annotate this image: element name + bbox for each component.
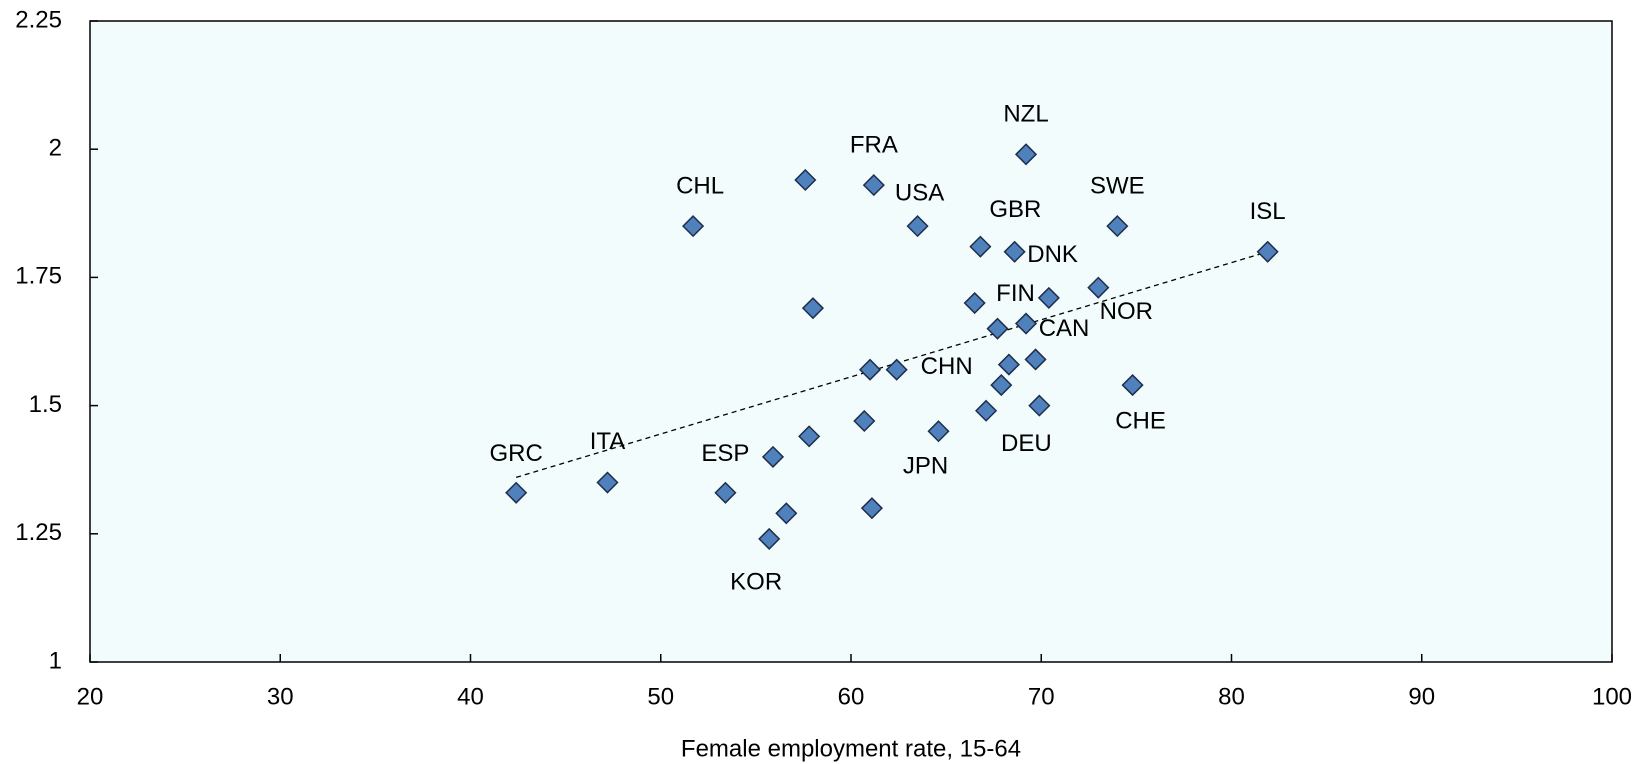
- point: [505, 481, 528, 504]
- point-label: ISL: [1250, 198, 1286, 225]
- point-label: CHE: [1115, 407, 1166, 434]
- point: [682, 215, 705, 238]
- point: [714, 481, 737, 504]
- point: [794, 168, 817, 192]
- point-label: DNK: [1027, 241, 1078, 268]
- point: [1003, 240, 1026, 263]
- x-tick-label: 30: [267, 683, 294, 710]
- point-label: USA: [895, 179, 944, 206]
- x-tick-label: 80: [1218, 683, 1245, 710]
- y-tick-label: 1.75: [15, 263, 62, 290]
- point: [975, 399, 998, 422]
- point: [853, 409, 876, 433]
- point: [1024, 348, 1047, 371]
- y-tick-label: 1.5: [29, 391, 62, 418]
- point: [1028, 394, 1051, 417]
- point-label: CHN: [921, 353, 973, 380]
- point: [997, 353, 1020, 376]
- x-tick-label: 40: [457, 683, 484, 710]
- point: [986, 317, 1009, 340]
- point: [862, 174, 885, 197]
- point: [596, 471, 619, 494]
- point-label: GBR: [989, 196, 1041, 223]
- point: [1087, 276, 1110, 299]
- point: [963, 291, 986, 315]
- x-tick-label: 70: [1028, 683, 1055, 710]
- point-label: NOR: [1100, 298, 1153, 325]
- point: [1256, 240, 1279, 263]
- plot-area: [89, 20, 1613, 663]
- x-axis-label: Female employment rate, 15-64: [681, 735, 1021, 762]
- point: [775, 502, 798, 525]
- point-label: CHL: [676, 172, 724, 199]
- point: [798, 425, 821, 448]
- point-label: DEU: [1001, 430, 1052, 457]
- trendline: [515, 251, 1268, 479]
- y-tick-label: 1: [49, 647, 62, 674]
- point: [761, 445, 785, 468]
- point: [1106, 215, 1129, 238]
- x-tick-label: 60: [838, 683, 865, 710]
- point: [858, 358, 882, 381]
- point-label: SWE: [1090, 172, 1145, 199]
- point-label: GRC: [489, 440, 542, 467]
- x-tick-label: 90: [1408, 683, 1435, 710]
- point-label: FIN: [996, 280, 1035, 307]
- point-label: FRA: [850, 131, 898, 158]
- y-tick-label: 2.25: [15, 6, 62, 33]
- point: [758, 527, 781, 550]
- point-label: KOR: [730, 568, 782, 595]
- x-tick-label: 50: [647, 683, 674, 710]
- point: [990, 374, 1013, 397]
- point: [969, 235, 992, 258]
- point-label: ITA: [590, 428, 626, 455]
- point: [906, 215, 929, 238]
- point-label: CAN: [1039, 315, 1090, 342]
- point: [885, 358, 908, 381]
- point-label: JPN: [903, 453, 948, 480]
- point: [1014, 312, 1038, 335]
- point: [927, 420, 950, 443]
- x-tick-label: 100: [1592, 683, 1632, 710]
- y-tick-label: 2: [49, 135, 62, 162]
- point-label: ESP: [701, 440, 749, 467]
- y-tick-label: 1.25: [15, 519, 62, 546]
- point: [801, 297, 825, 320]
- point: [860, 497, 883, 520]
- point-label: NZL: [1003, 101, 1048, 128]
- point: [1014, 143, 1038, 166]
- point: [1121, 374, 1144, 397]
- point: [1037, 286, 1060, 309]
- x-tick-label: 20: [77, 683, 104, 710]
